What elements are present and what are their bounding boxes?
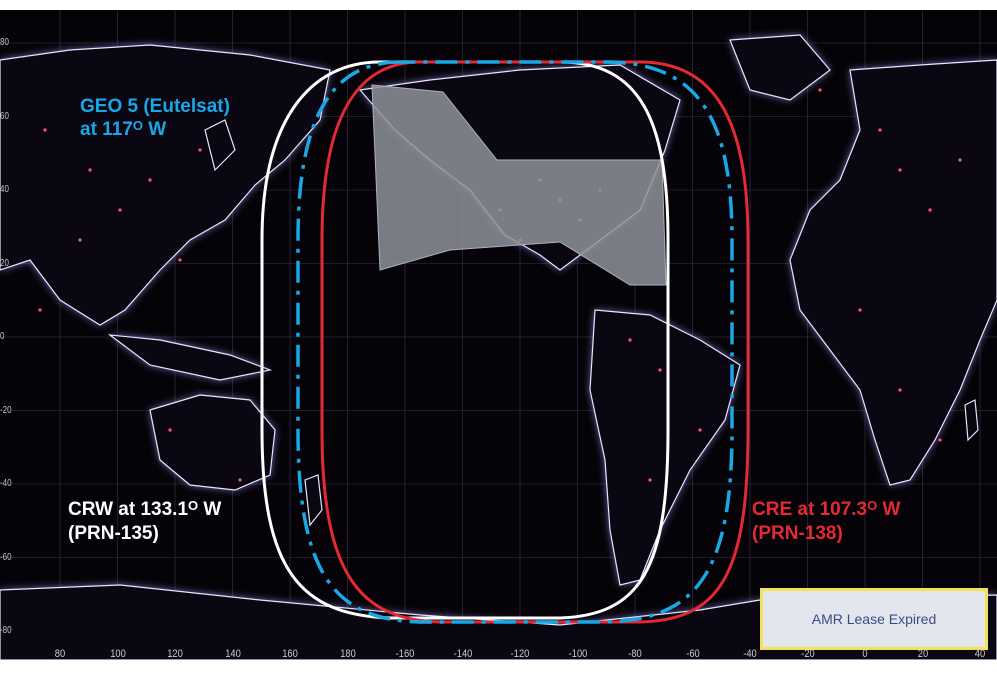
madagascar bbox=[964, 399, 979, 442]
longitude-tick-label: -60 bbox=[685, 648, 700, 660]
crw-longitude: CRW at 133.1 bbox=[68, 499, 189, 520]
longitude-tick-label: -140 bbox=[453, 648, 472, 660]
cre-longitude: CRE at 107.3 bbox=[752, 499, 868, 520]
latitude-tick-label: 60 bbox=[0, 110, 9, 122]
city-light-dot bbox=[148, 178, 152, 182]
amr-lease-expired-area bbox=[371, 84, 667, 286]
city-light-dot bbox=[168, 428, 172, 432]
australia bbox=[149, 394, 276, 491]
cre-label-line2: (PRN-138) bbox=[752, 523, 843, 544]
cre-label-line1: CRE at 107.3O W bbox=[752, 498, 900, 522]
city-light-dot bbox=[878, 128, 882, 132]
city-light-dot bbox=[648, 478, 652, 482]
crw-hemisphere: W bbox=[198, 499, 222, 520]
city-light-dot bbox=[238, 478, 242, 482]
geo5-label-line2: at 117O W bbox=[80, 118, 230, 142]
longitude-tick-label: 40 bbox=[974, 648, 986, 660]
latitude-tick-label: -60 bbox=[0, 551, 12, 563]
longitude-tick-label: -120 bbox=[510, 648, 530, 660]
longitude-tick-label: -160 bbox=[395, 648, 415, 660]
landmasses bbox=[0, 34, 997, 660]
japan bbox=[204, 119, 236, 172]
longitude-tick-label: 120 bbox=[167, 648, 183, 660]
city-light-dot bbox=[938, 438, 942, 442]
latitude-tick-label: 0 bbox=[0, 331, 5, 342]
city-light-dot bbox=[958, 158, 962, 162]
europe-africa bbox=[789, 59, 997, 486]
city-light-dot bbox=[43, 128, 47, 132]
city-light-dot bbox=[928, 208, 932, 212]
city-light-dot bbox=[628, 338, 632, 342]
longitude-tick-label: -100 bbox=[568, 648, 587, 660]
legend-text: AMR Lease Expired bbox=[811, 611, 937, 627]
city-light-dot bbox=[658, 368, 662, 372]
city-light-dot bbox=[698, 428, 702, 432]
cre-footprint bbox=[320, 60, 750, 624]
geo5-longitude: at 117 bbox=[80, 119, 133, 140]
latitude-tick-label: -80 bbox=[0, 625, 12, 636]
city-light-dot bbox=[178, 258, 182, 262]
cre-hemisphere: W bbox=[877, 499, 901, 520]
city-light-dot bbox=[88, 168, 92, 172]
map-canvas bbox=[0, 10, 997, 660]
longitude-tick-label: 180 bbox=[339, 648, 356, 660]
longitude-tick-label: 80 bbox=[54, 648, 66, 660]
city-light-dot bbox=[78, 238, 82, 242]
longitude-tick-label: 20 bbox=[917, 648, 928, 660]
longitude-tick-label: 0 bbox=[862, 648, 868, 660]
longitude-tick-label: -20 bbox=[800, 648, 815, 660]
city-light-dot bbox=[118, 208, 122, 212]
city-light-dot bbox=[898, 168, 902, 172]
city-light-dot bbox=[818, 88, 822, 92]
longitude-tick-label: -40 bbox=[743, 648, 757, 660]
crw-footprint bbox=[260, 60, 670, 620]
longitude-tick-label: 140 bbox=[224, 648, 241, 660]
degree-symbol: O bbox=[132, 118, 143, 133]
degree-symbol: O bbox=[188, 498, 199, 513]
crw-label-line1: CRW at 133.1O W bbox=[68, 498, 221, 522]
longitude-tick-label: 160 bbox=[282, 648, 298, 660]
coverage-map: 80 60 40 20 0 -20 -40 -60 -80 80 100 120 140 160 180 -… bbox=[0, 10, 997, 660]
greenland bbox=[729, 34, 831, 101]
crw-label: CRW at 133.1O W (PRN-135) bbox=[68, 498, 221, 545]
city-light-dot bbox=[198, 148, 202, 152]
city-light-dot bbox=[858, 308, 862, 312]
city-light-dot bbox=[38, 308, 42, 312]
latitude-tick-label: -40 bbox=[0, 478, 12, 489]
geo5-label: GEO 5 (Eutelsat) at 117O W bbox=[80, 95, 230, 142]
indonesia bbox=[107, 334, 273, 381]
geo5-hemisphere: W bbox=[142, 119, 167, 140]
geo5-label-line1: GEO 5 (Eutelsat) bbox=[80, 96, 230, 117]
crw-label-line2: (PRN-135) bbox=[68, 523, 159, 544]
longitude-tick-label: -80 bbox=[628, 648, 642, 660]
asia bbox=[0, 44, 331, 326]
cre-label: CRE at 107.3O W (PRN-138) bbox=[752, 498, 900, 545]
latitude-tick-label: -20 bbox=[0, 404, 12, 416]
latitude-tick-label: 40 bbox=[0, 184, 9, 195]
city-light-dot bbox=[898, 388, 902, 392]
new-zealand bbox=[304, 474, 323, 527]
longitude-tick-label: 100 bbox=[109, 648, 126, 660]
latitude-tick-label: 80 bbox=[0, 37, 9, 48]
legend-box: AMR Lease Expired bbox=[760, 588, 988, 650]
degree-symbol: O bbox=[867, 498, 878, 513]
latitude-tick-label: 20 bbox=[0, 257, 9, 269]
